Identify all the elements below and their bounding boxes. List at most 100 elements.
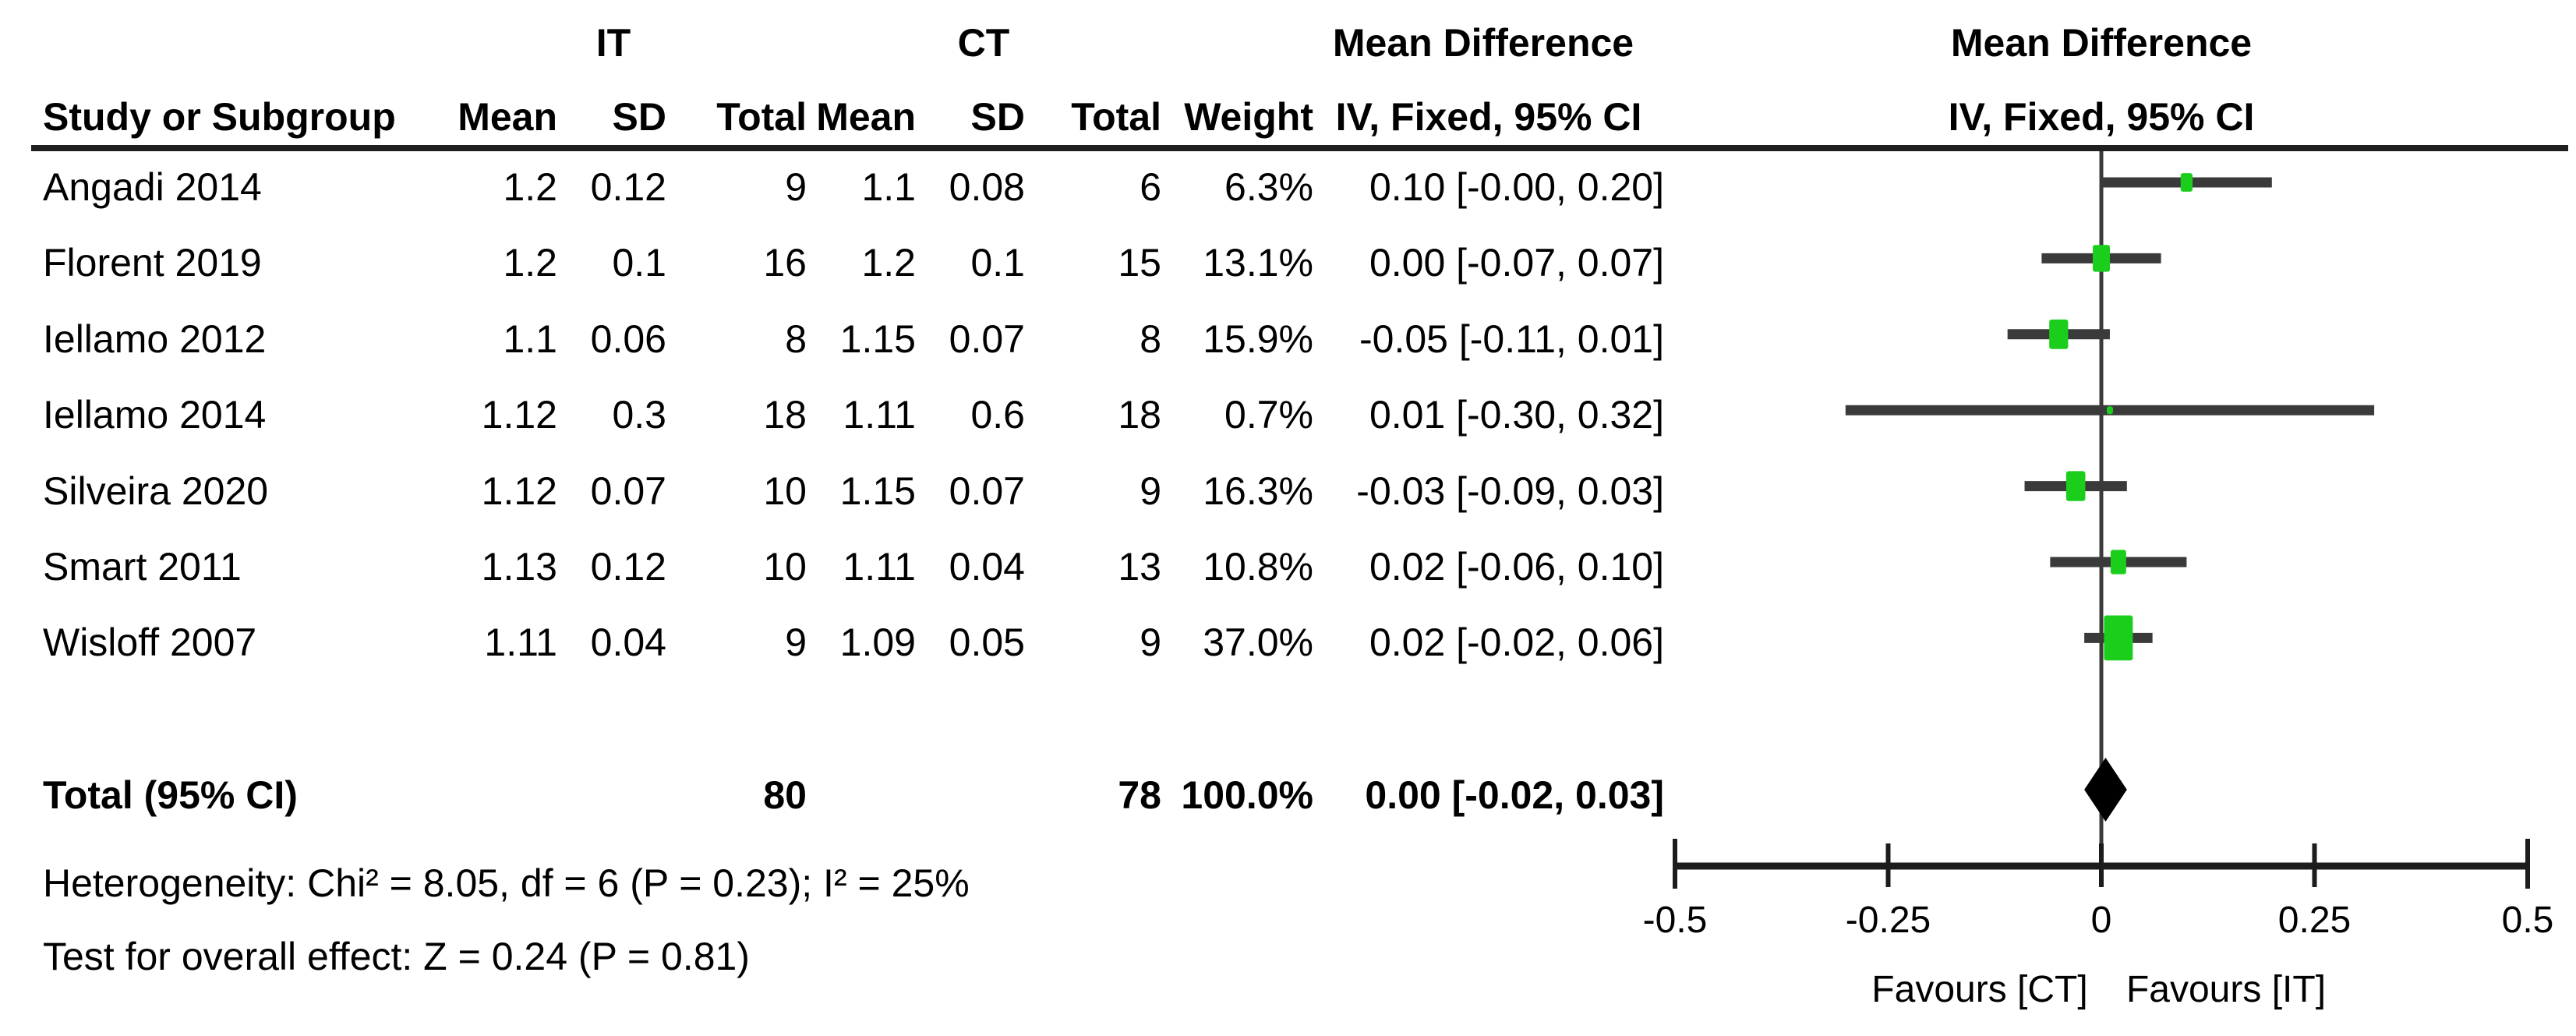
favours-left-label: Favours [CT] xyxy=(1871,969,2087,1010)
ct-total: 8 xyxy=(1140,316,1161,361)
it-sd: 0.1 xyxy=(612,241,666,285)
effect-marker xyxy=(2180,173,2193,192)
ct-mean: 1.09 xyxy=(839,621,916,665)
total-ci: 0.00 [-0.02, 0.03] xyxy=(1365,773,1664,817)
it-sd: 0.07 xyxy=(590,468,666,513)
axis-tick-label: 0 xyxy=(2091,900,2112,941)
total-weight: 100.0% xyxy=(1181,773,1313,817)
study-name: Wisloff 2007 xyxy=(43,621,257,665)
ct-total: 15 xyxy=(1118,241,1161,285)
it-total: 9 xyxy=(785,165,807,209)
it-sd: 0.12 xyxy=(590,545,666,589)
it-mean: 1.11 xyxy=(484,621,557,665)
weight: 37.0% xyxy=(1203,621,1313,665)
ct-total: 6 xyxy=(1140,165,1161,209)
it-sd: 0.12 xyxy=(590,165,666,209)
col-header-ci: IV, Fixed, 95% CI xyxy=(1335,95,1642,139)
plot-subheader-ci: IV, Fixed, 95% CI xyxy=(1948,95,2255,139)
effect-marker xyxy=(2049,319,2069,349)
study-name: Florent 2019 xyxy=(43,241,262,285)
it-mean: 1.12 xyxy=(481,468,557,513)
effect-header-right: Mean Difference xyxy=(1950,21,2253,65)
it-total: 10 xyxy=(763,468,807,513)
ct-sd: 0.1 xyxy=(970,241,1025,285)
total-ct-n: 78 xyxy=(1118,773,1161,817)
it-mean: 1.1 xyxy=(503,316,557,361)
axis-tick-label: 0.25 xyxy=(2278,900,2351,941)
effect-marker xyxy=(2110,550,2126,575)
weight: 13.1% xyxy=(1203,241,1313,285)
group-header-ct: CT xyxy=(957,21,1010,65)
total-label: Total (95% CI) xyxy=(43,773,298,817)
weight: 0.7% xyxy=(1224,393,1313,437)
col-header-it-sd: SD xyxy=(612,95,666,139)
study-name: Iellamo 2014 xyxy=(43,393,267,437)
weight: 10.8% xyxy=(1203,545,1313,589)
weight: 16.3% xyxy=(1203,468,1313,513)
md-ci: 0.10 [-0.00, 0.20] xyxy=(1369,165,1664,209)
ct-mean: 1.2 xyxy=(861,241,916,285)
weight: 6.3% xyxy=(1224,165,1313,209)
it-mean: 1.12 xyxy=(481,393,557,437)
ct-mean: 1.11 xyxy=(843,545,916,589)
it-total: 9 xyxy=(785,621,807,665)
it-total: 10 xyxy=(763,545,807,589)
total-it-n: 80 xyxy=(763,773,807,817)
col-header-weight: Weight xyxy=(1184,95,1313,139)
weight: 15.9% xyxy=(1203,316,1313,361)
ct-sd: 0.04 xyxy=(949,545,1025,589)
col-header-ct-sd: SD xyxy=(970,95,1025,139)
study-name: Silveira 2020 xyxy=(43,468,269,513)
effect-marker xyxy=(2065,471,2086,501)
it-sd: 0.06 xyxy=(590,316,666,361)
ct-total: 13 xyxy=(1118,545,1161,589)
axis-tick-label: -0.25 xyxy=(1846,900,1931,941)
ct-sd: 0.6 xyxy=(970,393,1025,437)
study-name: Iellamo 2012 xyxy=(43,316,267,361)
effect-marker xyxy=(2106,406,2113,415)
summary-diamond xyxy=(2084,758,2127,822)
md-ci: -0.03 [-0.09, 0.03] xyxy=(1356,468,1664,513)
col-header-it-total: Total xyxy=(716,95,807,139)
it-total: 8 xyxy=(785,316,807,361)
ct-mean: 1.11 xyxy=(843,393,916,437)
ct-mean: 1.15 xyxy=(839,316,916,361)
it-sd: 0.04 xyxy=(590,621,666,665)
effect-marker xyxy=(2104,615,2133,661)
md-ci: 0.01 [-0.30, 0.32] xyxy=(1369,393,1664,437)
col-header-study: Study or Subgroup xyxy=(43,95,396,139)
ct-sd: 0.07 xyxy=(949,316,1025,361)
ct-mean: 1.15 xyxy=(839,468,916,513)
overall-effect-stat: Test for overall effect: Z = 0.24 (P = 0… xyxy=(43,935,750,978)
ct-sd: 0.08 xyxy=(949,165,1025,209)
heterogeneity-stat: Heterogeneity: Chi² = 8.05, df = 6 (P = … xyxy=(43,861,970,905)
col-header-it-mean: Mean xyxy=(458,95,557,139)
ct-total: 18 xyxy=(1118,393,1161,437)
col-header-ct-total: Total xyxy=(1071,95,1161,139)
md-ci: -0.05 [-0.11, 0.01] xyxy=(1359,316,1664,361)
md-ci: 0.02 [-0.02, 0.06] xyxy=(1369,621,1664,665)
effect-marker xyxy=(2092,245,2111,272)
it-mean: 1.13 xyxy=(481,545,557,589)
favours-right-label: Favours [IT] xyxy=(2126,969,2326,1010)
col-header-ct-mean: Mean xyxy=(816,95,916,139)
header-underline xyxy=(31,145,2568,151)
md-ci: 0.00 [-0.07, 0.07] xyxy=(1369,241,1664,285)
ct-sd: 0.07 xyxy=(949,468,1025,513)
ct-mean: 1.1 xyxy=(861,165,916,209)
ct-sd: 0.05 xyxy=(949,621,1025,665)
it-sd: 0.3 xyxy=(612,393,666,437)
md-ci: 0.02 [-0.06, 0.10] xyxy=(1369,545,1664,589)
effect-header-left: Mean Difference xyxy=(1332,21,1634,65)
study-name: Smart 2011 xyxy=(43,545,242,589)
group-header-it: IT xyxy=(595,21,631,65)
ct-total: 9 xyxy=(1140,621,1161,665)
it-mean: 1.2 xyxy=(503,165,557,209)
ct-total: 9 xyxy=(1140,468,1161,513)
study-name: Angadi 2014 xyxy=(43,165,262,209)
it-total: 18 xyxy=(763,393,807,437)
axis-tick-label: -0.5 xyxy=(1643,900,1708,941)
it-total: 16 xyxy=(763,241,807,285)
